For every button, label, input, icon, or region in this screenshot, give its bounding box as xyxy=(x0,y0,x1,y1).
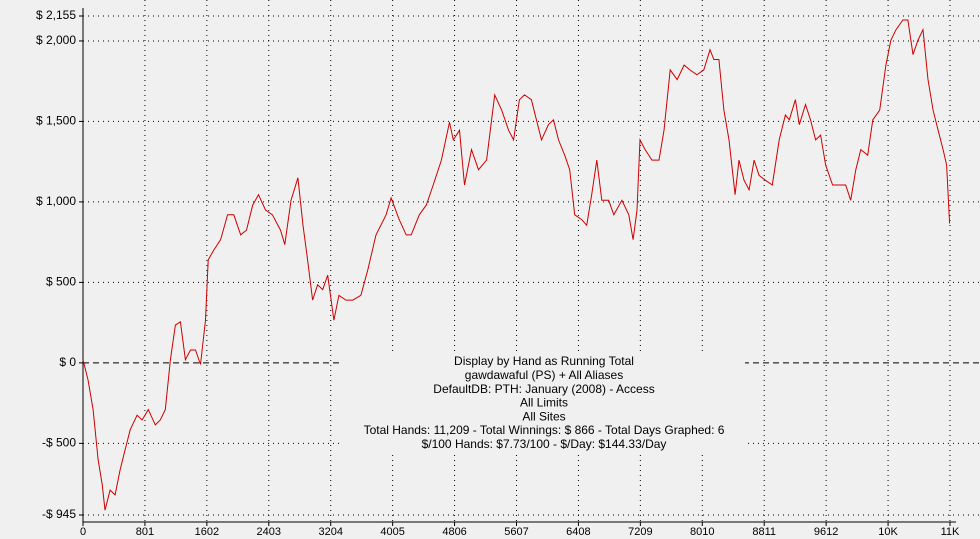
annotation: DefaultDB: PTH: January (2008) - Access xyxy=(433,382,654,396)
annotation: gawdawaful (PS) + All Aliases xyxy=(465,368,623,382)
x-tick-label: 4806 xyxy=(442,526,466,538)
y-tick-label: $ 0 xyxy=(59,355,76,369)
x-tick-label: 2403 xyxy=(257,526,281,538)
x-tick-label: 1602 xyxy=(195,526,219,538)
data-line xyxy=(82,19,951,511)
annotation: Total Hands: 11,209 - Total Winnings: $ … xyxy=(364,423,725,437)
annotation: $/100 Hands: $7.73/100 - $/Day: $144.33/… xyxy=(422,437,667,451)
y-tick-label: $ 1,000 xyxy=(36,194,76,208)
x-tick-label: 801 xyxy=(136,526,154,538)
y-tick-label: -$ 500 xyxy=(42,436,76,450)
y-tick-label: $ 2,000 xyxy=(36,33,76,47)
x-tick-label: 5607 xyxy=(504,526,528,538)
annotation: Display by Hand as Running Total xyxy=(454,354,634,368)
annotation: All Sites xyxy=(522,409,565,423)
x-tick-label: 7209 xyxy=(628,526,652,538)
x-tick-label: 8010 xyxy=(690,526,714,538)
y-tick-label: $ 500 xyxy=(46,275,76,289)
x-tick-label: 0 xyxy=(80,526,86,538)
annotation: All Limits xyxy=(520,396,568,410)
x-tick-label: 11K xyxy=(941,526,960,538)
y-tick-label: -$ 945 xyxy=(42,507,76,521)
x-tick-label: 9612 xyxy=(814,526,838,538)
x-tick-label: 8811 xyxy=(752,526,776,538)
y-tick-label: $ 2,155 xyxy=(36,8,76,22)
x-tick-label: 3204 xyxy=(318,526,342,538)
x-tick-label: 6408 xyxy=(566,526,590,538)
x-tick-label: 10K xyxy=(878,526,898,538)
annotation-box xyxy=(340,354,745,455)
y-tick-label: $ 1,500 xyxy=(36,114,76,128)
x-tick-label: 4005 xyxy=(380,526,404,538)
